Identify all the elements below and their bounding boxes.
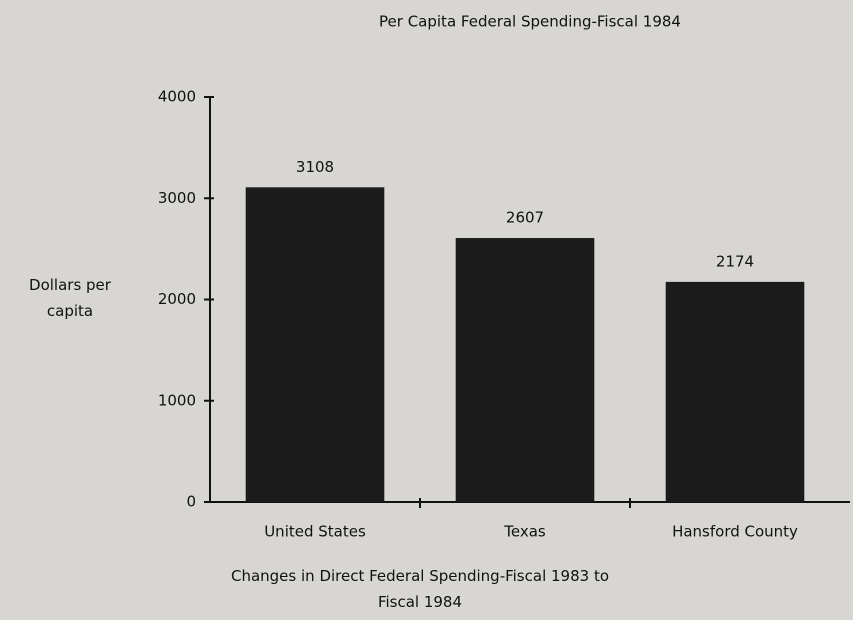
bar: [245, 187, 385, 502]
y-tick-label: 0: [186, 493, 196, 511]
data-label: 2174: [716, 252, 754, 270]
x-axis-label: Changes in Direct Federal Spending-Fisca…: [230, 567, 610, 611]
chart-title: Per Capita Federal Spending-Fiscal 1984: [379, 13, 681, 31]
y-tick-label: 2000: [158, 290, 196, 308]
data-label: 2607: [506, 209, 544, 227]
bar: [455, 238, 595, 502]
y-axis-label: Dollars per capita: [29, 276, 111, 320]
data-label: 3108: [296, 158, 334, 176]
y-tick-label: 1000: [158, 391, 196, 409]
x-tick-label: Texas: [503, 523, 546, 541]
bar: [665, 281, 805, 502]
x-tick-label: United States: [264, 523, 366, 541]
y-tick-label: 4000: [158, 88, 196, 106]
x-tick-label: Hansford County: [672, 523, 798, 541]
y-tick-label: 3000: [158, 189, 196, 207]
